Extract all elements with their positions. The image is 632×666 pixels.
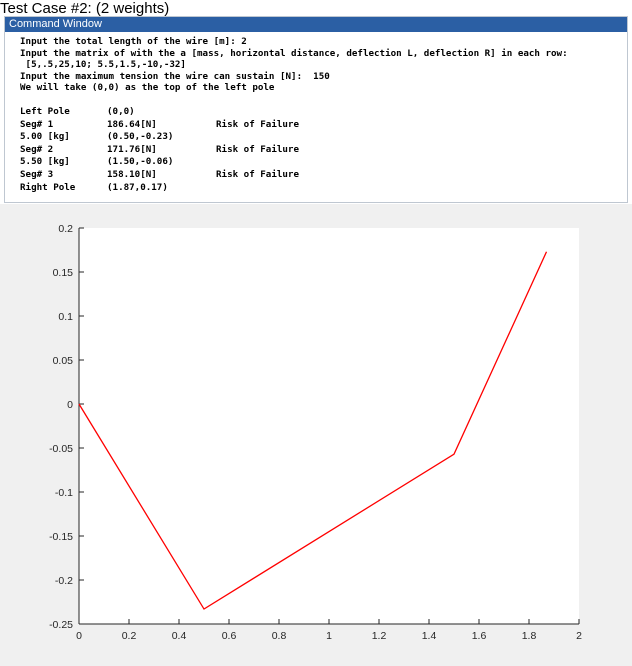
x-tick-label: 1.6	[472, 630, 487, 642]
result-row: 5.00 [kg] (0.50,-0.23)	[20, 131, 627, 144]
result-label: 5.00 [kg]	[20, 131, 70, 143]
y-tick-label: 0.05	[53, 355, 74, 367]
x-tick-label: 0.6	[222, 630, 237, 642]
prompt-line: We will take (0,0) as the top of the lef…	[20, 82, 275, 94]
result-row: Seg# 2 171.76[N] Risk of Failure	[20, 144, 627, 157]
result-value: (0,0)	[107, 105, 135, 117]
y-tick-label: 0.15	[53, 267, 74, 279]
result-label: Right Pole	[20, 181, 76, 193]
prompt-line: Input the matrix of with the a [mass, ho…	[20, 47, 568, 59]
result-status: Risk of Failure	[216, 118, 299, 130]
result-value: 158.10[N]	[107, 168, 157, 180]
command-window-output[interactable]: Input the total length of the wire [m]: …	[5, 32, 627, 194]
result-value: 186.64[N]	[107, 118, 157, 130]
prompt-line: [5,.5,25,10; 5.5,1.5,-10,-32]	[20, 59, 186, 71]
y-tick-label: -0.2	[55, 575, 73, 587]
x-tick-label: 2	[576, 630, 582, 642]
y-tick-label: -0.25	[49, 619, 73, 631]
y-tick-label: 0	[67, 399, 73, 411]
result-value: (1.50,-0.06)	[107, 156, 174, 168]
result-value: (0.50,-0.23)	[107, 131, 174, 143]
result-label: Seg# 1	[20, 118, 54, 130]
x-tick-label: 1.4	[422, 630, 437, 642]
prompt-line: Input the total length of the wire [m]: …	[20, 36, 247, 47]
y-tick-label: -0.1	[55, 487, 73, 499]
command-window-title: Command Window	[5, 17, 627, 32]
wire-line	[78, 251, 548, 610]
command-window[interactable]: Command Window Input the total length of…	[4, 16, 628, 203]
plot-area	[79, 228, 579, 624]
x-tick-label: 0.2	[122, 630, 137, 642]
x-tick-label: 0	[76, 630, 82, 642]
result-label: Left Pole	[20, 105, 70, 117]
result-label: 5.50 [kg]	[20, 156, 70, 168]
y-tick-label: 0.2	[58, 223, 73, 235]
test-case-caption: Test Case #2: (2 weights)	[0, 0, 170, 17]
x-tick-label: 0.4	[172, 630, 187, 642]
result-row: 5.50 [kg] (1.50,-0.06)	[20, 156, 627, 169]
x-tick-label: 1.2	[372, 630, 387, 642]
result-value: 171.76[N]	[107, 143, 157, 155]
y-tick-label: -0.05	[49, 443, 73, 455]
result-row: Seg# 3 158.10[N] Risk of Failure	[20, 169, 627, 182]
x-tick-label: 1.8	[522, 630, 537, 642]
result-row: Seg# 1 186.64[N] Risk of Failure	[20, 119, 627, 132]
y-tick-label: 0.1	[58, 311, 73, 323]
x-tick-label: 1	[326, 630, 332, 642]
result-status: Risk of Failure	[216, 168, 299, 180]
x-tick-label: 0.8	[272, 630, 287, 642]
result-status: Risk of Failure	[216, 143, 299, 155]
wire-plot[interactable]: 0 0.2 0.4 0.6 0.8 1 1.2 1.4 1.6 1.8 2 0.2 0.15 0.1 0.0…	[0, 204, 632, 666]
result-label: Seg# 2	[20, 143, 54, 155]
result-label: Seg# 3	[20, 168, 54, 180]
y-tick-label: -0.15	[49, 531, 73, 543]
result-row: Left Pole (0,0)	[20, 106, 627, 119]
result-row: Right Pole (1.87,0.17)	[20, 182, 627, 195]
result-value: (1.87,0.17)	[107, 181, 168, 193]
prompt-line: Input the maximum tension the wire can s…	[20, 70, 330, 82]
